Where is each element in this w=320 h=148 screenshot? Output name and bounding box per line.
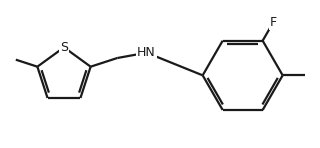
Text: S: S (60, 41, 68, 54)
Text: F: F (270, 16, 277, 29)
Text: HN: HN (137, 46, 156, 59)
